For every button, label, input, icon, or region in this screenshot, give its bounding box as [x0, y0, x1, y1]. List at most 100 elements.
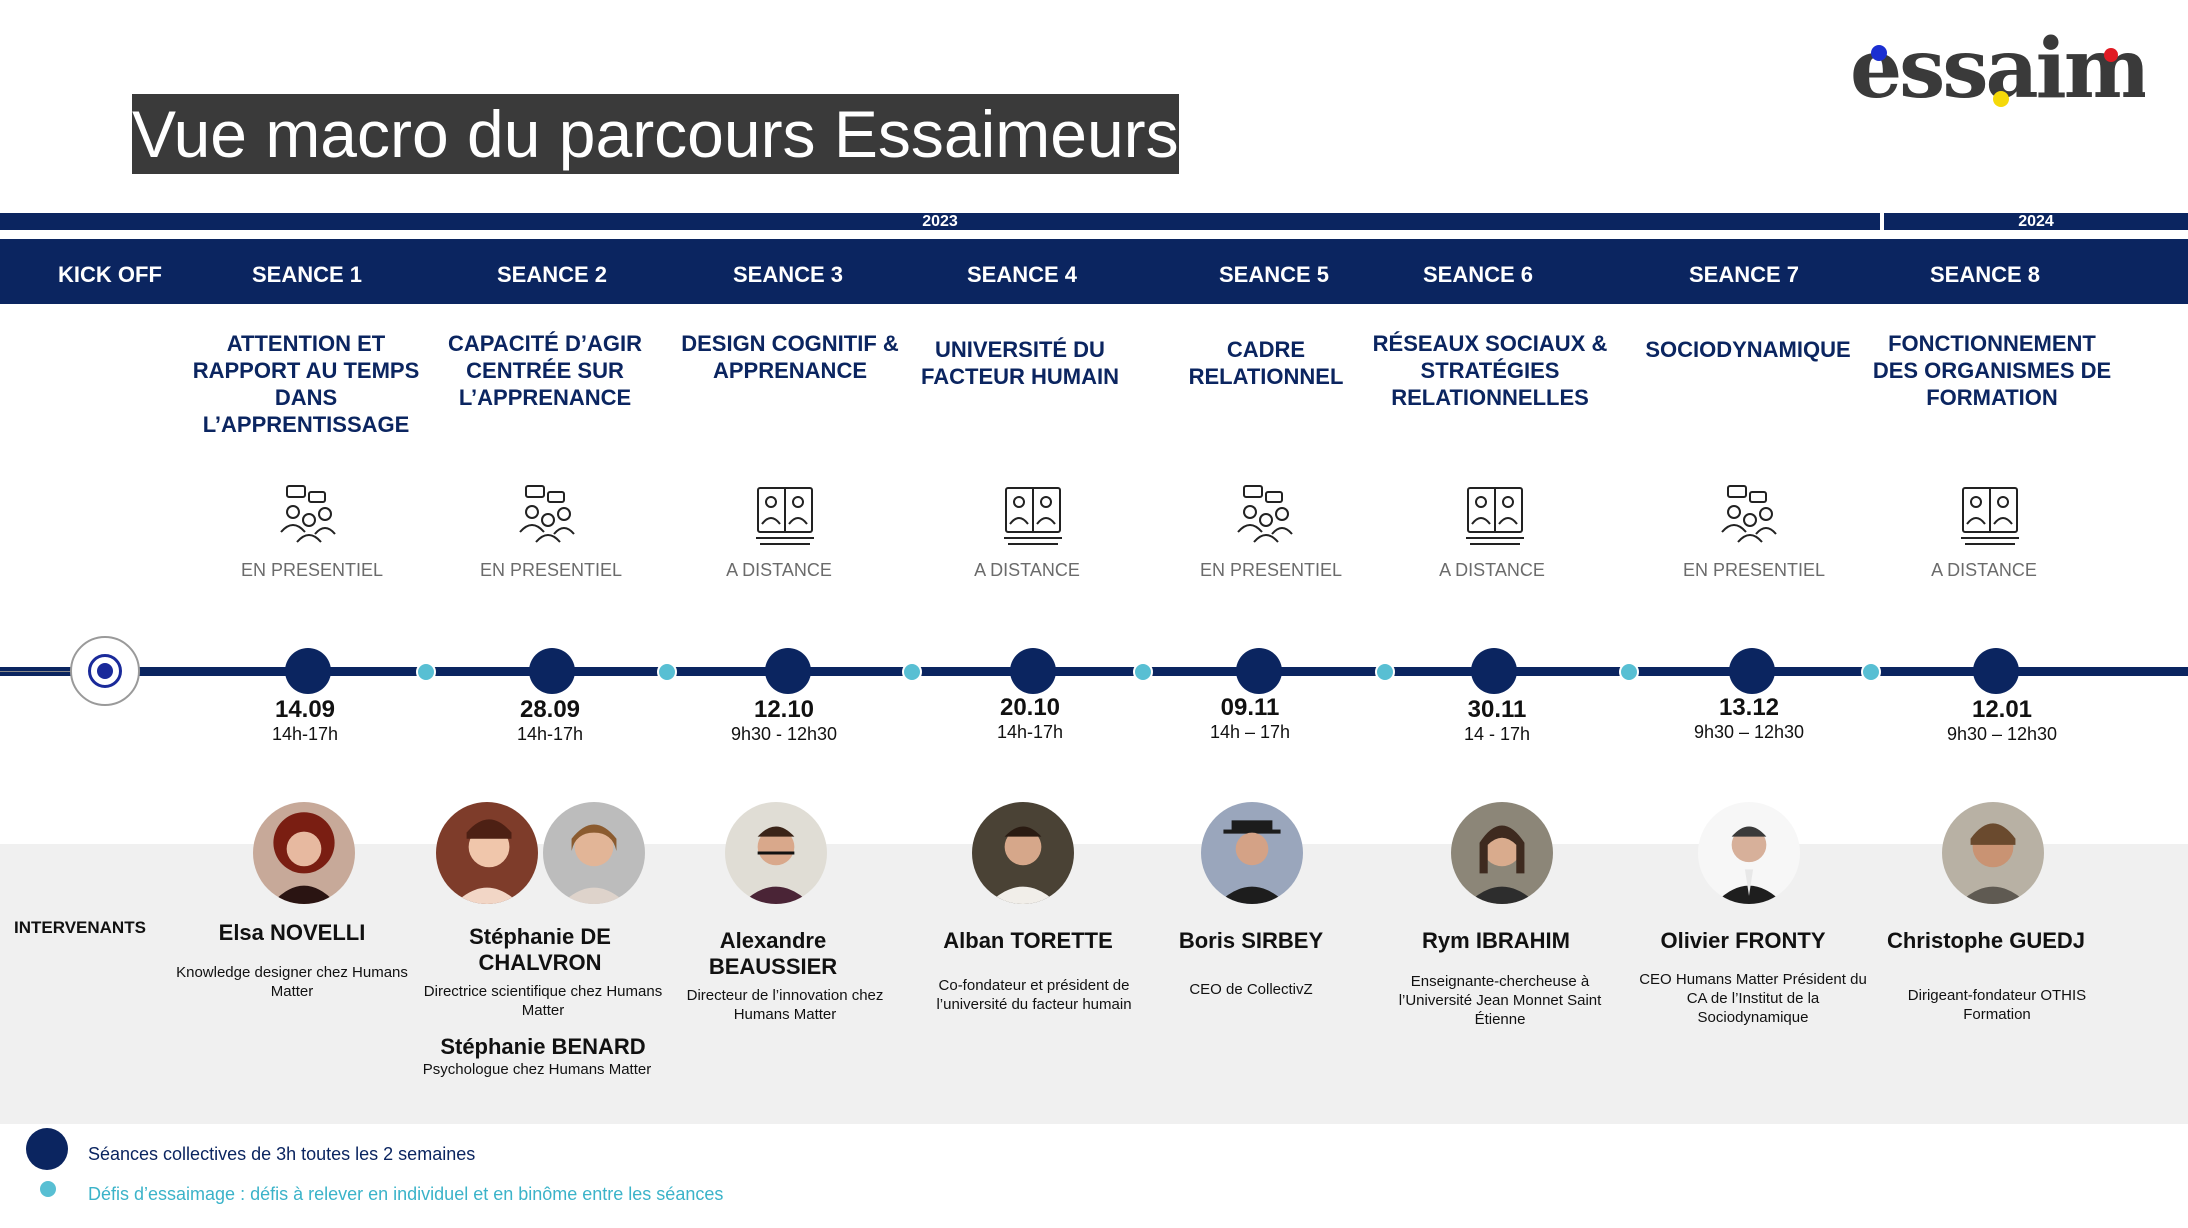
session-dot	[765, 648, 811, 694]
challenge-dot	[1861, 662, 1881, 682]
session-theme-1: ATTENTION ET RAPPORT AU TEMPS DANS L’APP…	[192, 331, 420, 437]
avatar	[1201, 802, 1303, 904]
challenge-dot	[1619, 662, 1639, 682]
speaker-role-5: Co-fondateur et président de l’universit…	[936, 977, 1132, 1013]
video-call-icon	[756, 487, 814, 545]
speaker-role-8: CEO Humans Matter Président du CA de l’I…	[1639, 971, 1867, 1026]
group-meeting-icon	[1237, 485, 1293, 543]
speaker-role-4: Directeur de l’innovation chez Humans Ma…	[686, 987, 884, 1023]
session-date-6: 30.11	[1467, 696, 1527, 723]
session-theme-8: FONCTIONNEMENT DES ORGANISMES DE FORMATI…	[1872, 331, 2112, 410]
speaker-name-8: Olivier FRONTY	[1660, 928, 1826, 953]
speaker-role-6: CEO de CollectivZ	[1189, 981, 1313, 998]
session-theme-5: CADRE RELATIONNEL	[1188, 337, 1344, 389]
session-date-8: 12.01	[1971, 696, 2033, 723]
avatar	[725, 802, 827, 904]
group-meeting-icon	[1721, 485, 1777, 543]
session-theme-7: SOCIODYNAMIQUE	[1645, 337, 1851, 362]
avatar	[1942, 802, 2044, 904]
avatar	[253, 802, 355, 904]
speaker-name-4: Alexandre BEAUSSIER	[708, 928, 838, 979]
avatar	[436, 802, 538, 904]
session-theme-3: DESIGN COGNITIF & APPRENANCE	[681, 331, 899, 383]
timeline-start-line	[0, 671, 80, 672]
essaim-logo: essaim	[1850, 25, 2145, 115]
avatar	[1451, 802, 1553, 904]
session-label-5: SEANCE 5	[1218, 262, 1330, 287]
session-theme-2: CAPACITÉ D’AGIR CENTRÉE SUR L’APPRENANCE	[448, 331, 642, 410]
session-label-6: SEANCE 6	[1422, 262, 1534, 287]
session-dot	[1010, 648, 1056, 694]
speaker-name-7: Rym IBRAHIM	[1422, 928, 1570, 953]
session-date-4: 20.10	[999, 694, 1061, 721]
year-bar-2023: 2023	[0, 213, 1880, 230]
avatar	[543, 802, 645, 904]
mode-label-4: A DISTANCE	[974, 560, 1080, 580]
session-dot	[1471, 648, 1517, 694]
legend-collective-text: Séances collectives de 3h toutes les 2 s…	[88, 1144, 476, 1164]
video-call-icon	[1004, 487, 1062, 545]
speaker-name-5: Alban TORETTE	[943, 928, 1113, 953]
mode-label-5: EN PRESENTIEL	[1199, 560, 1343, 580]
session-date-2: 28.09	[519, 696, 581, 723]
session-dot	[529, 648, 575, 694]
session-header-band	[0, 239, 2188, 304]
session-label-3: SEANCE 3	[732, 262, 844, 287]
legend-challenge-text: Défis d’essaimage : défis à relever en i…	[88, 1184, 724, 1204]
avatar	[972, 802, 1074, 904]
speaker-name-1: Elsa NOVELLI	[218, 920, 366, 945]
session-label-1: SEANCE 1	[251, 262, 363, 287]
legend-session-dot	[26, 1128, 68, 1170]
session-label-4: SEANCE 4	[966, 262, 1078, 287]
challenge-dot	[1133, 662, 1153, 682]
mode-label-3: A DISTANCE	[726, 560, 832, 580]
session-label-7: SEANCE 7	[1688, 262, 1800, 287]
speaker-name-3: Stéphanie BENARD	[440, 1034, 646, 1059]
intervenants-label: INTERVENANTS	[14, 918, 146, 937]
speaker-role-3: Psychologue chez Humans Matter	[422, 1061, 652, 1078]
session-date-3: 12.10	[753, 696, 815, 723]
session-dot	[1729, 648, 1775, 694]
video-call-icon	[1466, 487, 1524, 545]
speaker-role-7: Enseignante-chercheuse à l’Université Je…	[1398, 973, 1602, 1028]
kickoff-label: KICK OFF	[58, 262, 162, 287]
session-label-8: SEANCE 8	[1929, 262, 2041, 287]
mode-label-7: EN PRESENTIEL	[1682, 560, 1826, 580]
intervenants-band	[0, 844, 2188, 1124]
session-theme-6: RÉSEAUX SOCIAUX & STRATÉGIES RELATIONNEL…	[1372, 331, 1608, 410]
challenge-dot	[657, 662, 677, 682]
session-dot	[1236, 648, 1282, 694]
kickoff-marker	[70, 636, 140, 706]
session-time-3: 9h30 - 12h30	[730, 724, 838, 744]
video-call-icon	[1961, 487, 2019, 545]
session-theme-4: UNIVERSITÉ DU FACTEUR HUMAIN	[921, 337, 1119, 389]
challenge-dot	[902, 662, 922, 682]
session-time-4: 14h-17h	[996, 722, 1064, 742]
year-bar-2024: 2024	[1884, 213, 2188, 230]
challenge-dot	[1375, 662, 1395, 682]
speaker-name-9: Christophe GUEDJ	[1886, 928, 2086, 953]
speaker-role-1: Knowledge designer chez Humans Matter	[176, 964, 408, 1000]
legend-challenge-dot	[40, 1181, 56, 1197]
kickoff-marker-dot	[97, 663, 113, 679]
speaker-role-9: Dirigeant-fondateur OTHIS Formation	[1907, 987, 2087, 1023]
mode-label-2: EN PRESENTIEL	[479, 560, 623, 580]
session-time-1: 14h-17h	[271, 724, 339, 744]
mode-label-8: A DISTANCE	[1931, 560, 2037, 580]
speaker-name-6: Boris SIRBEY	[1178, 928, 1324, 953]
session-date-1: 14.09	[274, 696, 336, 723]
challenge-dot	[416, 662, 436, 682]
group-meeting-icon	[519, 485, 575, 543]
session-time-2: 14h-17h	[516, 724, 584, 744]
session-dot	[1973, 648, 2019, 694]
session-date-5: 09.11	[1220, 694, 1280, 721]
session-time-6: 14 - 17h	[1463, 724, 1531, 744]
timeline-line	[0, 667, 2188, 676]
group-meeting-icon	[280, 485, 336, 543]
session-time-8: 9h30 – 12h30	[1946, 724, 2058, 744]
mode-label-1: EN PRESENTIEL	[240, 560, 384, 580]
avatar	[1698, 802, 1800, 904]
session-label-2: SEANCE 2	[496, 262, 608, 287]
page-title: Vue macro du parcours Essaimeurs	[132, 94, 1179, 174]
mode-label-6: A DISTANCE	[1439, 560, 1545, 580]
